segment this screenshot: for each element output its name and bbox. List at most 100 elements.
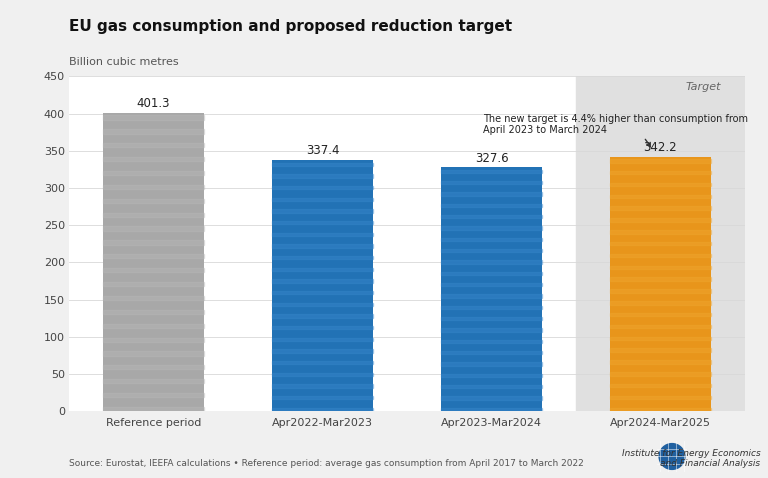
Bar xyxy=(103,337,204,342)
Bar xyxy=(103,379,204,383)
Bar xyxy=(272,396,373,400)
Text: Billion cubic metres: Billion cubic metres xyxy=(69,57,179,67)
Bar xyxy=(610,360,711,364)
Bar xyxy=(272,233,373,236)
Bar xyxy=(272,372,373,376)
Bar xyxy=(272,408,373,411)
Bar xyxy=(441,385,542,389)
Bar xyxy=(610,218,711,222)
Bar xyxy=(441,170,542,173)
Bar xyxy=(103,199,204,203)
Bar xyxy=(441,396,542,400)
Bar xyxy=(272,279,373,282)
Bar xyxy=(272,160,373,411)
Bar xyxy=(103,171,204,175)
Bar xyxy=(103,240,204,245)
Bar xyxy=(272,361,373,364)
Bar xyxy=(272,291,373,294)
Bar xyxy=(103,254,204,259)
Bar xyxy=(272,384,373,388)
Text: The new target is 4.4% higher than consumption from
April 2023 to March 2024: The new target is 4.4% higher than consu… xyxy=(483,114,748,147)
Bar xyxy=(103,282,204,286)
Bar xyxy=(610,171,711,174)
Bar xyxy=(103,324,204,328)
Bar xyxy=(103,407,204,411)
Bar xyxy=(441,306,542,309)
Bar xyxy=(272,163,373,166)
Bar xyxy=(610,313,711,316)
Bar xyxy=(272,337,373,341)
Bar xyxy=(272,197,373,201)
Bar xyxy=(441,283,542,286)
Text: Source: Eurostat, IEEFA calculations • Reference period: average gas consumption: Source: Eurostat, IEEFA calculations • R… xyxy=(69,459,584,468)
Text: 401.3: 401.3 xyxy=(137,97,170,110)
Bar xyxy=(103,130,204,133)
Bar xyxy=(610,289,711,293)
Bar xyxy=(441,227,542,230)
Bar xyxy=(103,351,204,356)
Bar xyxy=(610,408,711,411)
Circle shape xyxy=(659,444,685,469)
Text: 327.6: 327.6 xyxy=(475,152,508,164)
Bar xyxy=(272,186,373,189)
Bar xyxy=(610,242,711,245)
Bar xyxy=(103,113,204,411)
Bar xyxy=(610,157,711,411)
Bar xyxy=(441,249,542,252)
Bar xyxy=(272,256,373,260)
Text: 337.4: 337.4 xyxy=(306,144,339,157)
Bar xyxy=(576,76,745,411)
Bar xyxy=(103,310,204,314)
Bar xyxy=(441,340,542,343)
Bar xyxy=(610,159,711,163)
Bar xyxy=(103,213,204,217)
Bar xyxy=(272,174,373,178)
Bar xyxy=(272,221,373,224)
Bar xyxy=(610,348,711,352)
Bar xyxy=(441,317,542,320)
Bar xyxy=(441,362,542,366)
Bar xyxy=(441,215,542,218)
Bar xyxy=(610,277,711,281)
Bar xyxy=(103,393,204,397)
Bar xyxy=(272,349,373,353)
Bar xyxy=(610,372,711,376)
Bar xyxy=(610,195,711,198)
Bar xyxy=(272,314,373,318)
Bar xyxy=(610,206,711,210)
Bar xyxy=(103,157,204,161)
Text: EU gas consumption and proposed reduction target: EU gas consumption and proposed reductio… xyxy=(69,19,512,34)
Bar xyxy=(441,193,542,196)
Bar xyxy=(610,265,711,269)
Bar xyxy=(103,365,204,369)
Bar xyxy=(272,244,373,248)
Bar xyxy=(610,230,711,234)
Bar xyxy=(610,301,711,304)
Bar xyxy=(610,337,711,340)
Bar xyxy=(441,167,542,411)
Text: Target: Target xyxy=(686,82,721,92)
Bar xyxy=(272,303,373,306)
Bar xyxy=(272,209,373,213)
Bar xyxy=(441,238,542,241)
Bar xyxy=(103,296,204,300)
Bar xyxy=(441,374,542,377)
Bar xyxy=(610,183,711,186)
Bar xyxy=(610,396,711,399)
Bar xyxy=(441,328,542,332)
Bar xyxy=(103,185,204,189)
Bar xyxy=(103,116,204,120)
Bar xyxy=(103,268,204,272)
Bar xyxy=(272,326,373,329)
Bar xyxy=(441,261,542,264)
Text: Institute for Energy Economics
and Financial Analysis: Institute for Energy Economics and Finan… xyxy=(621,449,760,468)
Bar xyxy=(610,254,711,257)
Text: 342.2: 342.2 xyxy=(644,141,677,153)
Bar xyxy=(272,268,373,271)
Bar xyxy=(610,325,711,328)
Bar xyxy=(441,181,542,185)
Bar xyxy=(103,143,204,147)
Bar xyxy=(441,408,542,411)
Bar xyxy=(610,384,711,387)
Bar xyxy=(441,351,542,354)
